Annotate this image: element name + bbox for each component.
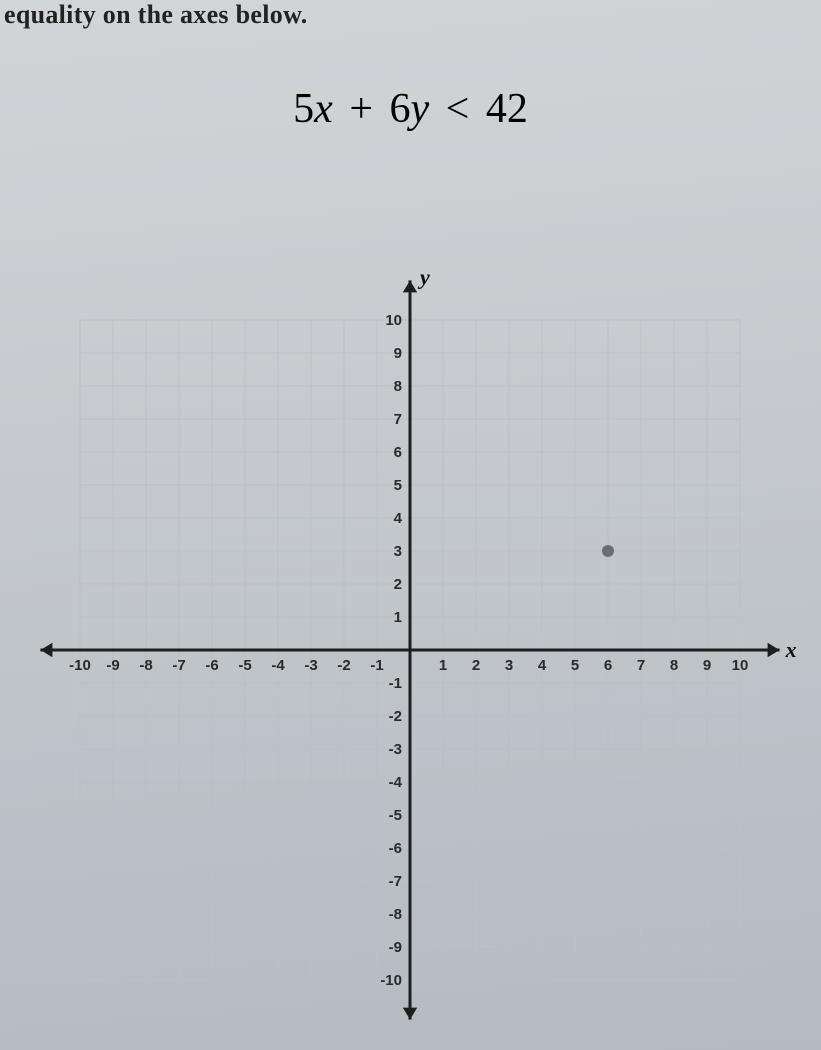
x-tick-label: -3	[304, 657, 317, 674]
y-tick-label: 4	[394, 510, 403, 527]
y-tick-label: 3	[394, 543, 402, 560]
coef-a: 5	[293, 86, 314, 132]
x-tick-label: -7	[172, 657, 185, 674]
x-tick-label: 4	[538, 657, 547, 674]
var-y: y	[411, 86, 430, 132]
y-tick-label: 2	[394, 576, 402, 593]
y-tick-label: -7	[389, 873, 402, 890]
cropped-header-text: equality on the axes below.	[4, 0, 308, 30]
x-tick-label: 3	[505, 657, 513, 674]
y-tick-label: -8	[389, 906, 402, 923]
lt-op: <	[440, 86, 476, 132]
x-tick-label: 5	[571, 657, 579, 674]
plotted-point	[602, 545, 614, 557]
rhs: 42	[486, 86, 528, 132]
x-tick-label: -6	[205, 657, 218, 674]
y-tick-label: 10	[385, 312, 402, 329]
x-axis-label: x	[785, 637, 797, 662]
y-tick-label: 6	[394, 444, 402, 461]
y-tick-label: 9	[394, 345, 402, 362]
y-tick-label: -5	[389, 807, 402, 824]
x-tick-label: -4	[271, 657, 285, 674]
y-tick-label: -1	[389, 675, 402, 692]
x-tick-label: 6	[604, 657, 612, 674]
y-tick-label: 5	[394, 477, 402, 494]
y-tick-label: 8	[394, 378, 402, 395]
plus-op: +	[343, 86, 379, 132]
x-tick-label: -8	[139, 657, 152, 674]
x-tick-label: -2	[337, 657, 350, 674]
y-tick-label: -2	[389, 708, 402, 725]
x-tick-label: 1	[439, 657, 447, 674]
x-tick-label: -5	[238, 657, 251, 674]
x-tick-label: 10	[732, 657, 749, 674]
coordinate-plane: -10 -9 -8 -7 -6 -5 -4 -3 -2 -1 1 2 3 4 5 6 7 8 9 10 -10 -9 -8 -…	[0, 220, 821, 1040]
x-tick-label: 2	[472, 657, 480, 674]
x-tick-label: -1	[370, 657, 383, 674]
y-tick-label: -6	[389, 840, 402, 857]
y-tick-label: -3	[389, 741, 402, 758]
y-axis-label: y	[417, 264, 430, 289]
x-tick-label: 7	[637, 657, 645, 674]
coef-b: 6	[390, 86, 411, 132]
x-tick-label: -9	[106, 657, 119, 674]
y-tick-label: -4	[389, 774, 403, 791]
x-tick-label: 9	[703, 657, 711, 674]
x-tick-label: 8	[670, 657, 678, 674]
y-tick-label: 1	[394, 609, 402, 626]
y-tick-label: -10	[380, 972, 402, 989]
x-tick-label: -10	[69, 657, 91, 674]
coordinate-plane-svg: -10 -9 -8 -7 -6 -5 -4 -3 -2 -1 1 2 3 4 5 6 7 8 9 10 -10 -9 -8 -…	[0, 220, 821, 1040]
y-tick-label: -9	[389, 939, 402, 956]
var-x: x	[314, 86, 333, 132]
inequality-equation: 5x + 6y < 42	[0, 85, 821, 133]
y-tick-label: 7	[394, 411, 402, 428]
